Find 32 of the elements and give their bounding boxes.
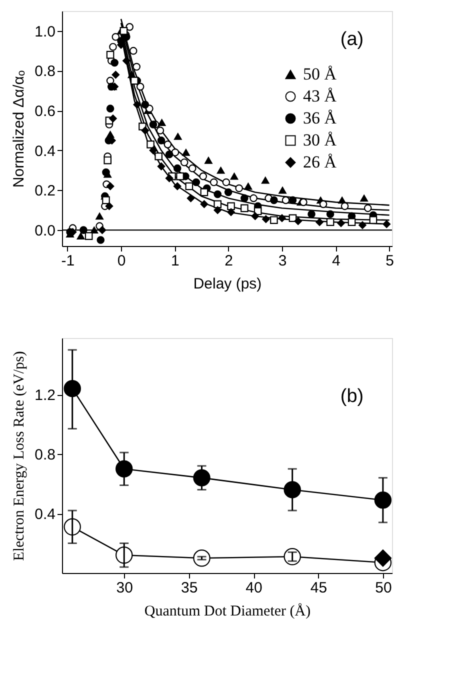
y-tick-label: 0.2 xyxy=(34,182,56,200)
annotation: (b) xyxy=(340,386,364,407)
y-axis-title: Electron Energy Loss Rate (eV/ps) xyxy=(12,351,28,561)
legend-label: 50 Å xyxy=(303,64,338,84)
legend-label: 43 Å xyxy=(303,86,338,106)
y-axis-title: Normalized Δα/αₒ xyxy=(10,70,28,188)
x-tick-label: 40 xyxy=(246,580,262,596)
x-tick-label: 4 xyxy=(332,252,340,270)
x-tick-label: -1 xyxy=(61,252,75,270)
y-tick-label: 0.8 xyxy=(34,446,56,464)
x-tick-label: 0 xyxy=(117,252,126,270)
x-tick-label: 50 xyxy=(375,580,392,596)
y-tick-label: 0.0 xyxy=(34,222,56,240)
legend-label: 30 Å xyxy=(303,130,338,150)
annotation: (a) xyxy=(340,29,364,50)
x-tick-label: 45 xyxy=(310,580,328,596)
x-tick-label: 2 xyxy=(224,252,234,270)
y-tick-label: 0.4 xyxy=(34,142,56,160)
y-tick-label: 0.8 xyxy=(34,63,56,80)
y-tick-label: 1.2 xyxy=(34,387,56,404)
x-axis-title: Quantum Dot Diameter (Å) xyxy=(144,602,311,620)
y-tick-label: 1.0 xyxy=(34,23,56,40)
x-tick-label: 35 xyxy=(180,580,198,596)
y-tick-label: 0.6 xyxy=(34,103,56,120)
x-tick-label: 30 xyxy=(116,580,133,596)
y-tick-label: 0.4 xyxy=(34,506,56,524)
x-axis-title: Delay (ps) xyxy=(193,276,262,292)
legend-label: 36 Å xyxy=(303,108,338,128)
x-tick-label: 5 xyxy=(386,252,394,270)
legend-label: 26 Å xyxy=(303,152,338,172)
x-tick-label: 1 xyxy=(171,252,180,270)
x-tick-label: 3 xyxy=(278,252,287,270)
